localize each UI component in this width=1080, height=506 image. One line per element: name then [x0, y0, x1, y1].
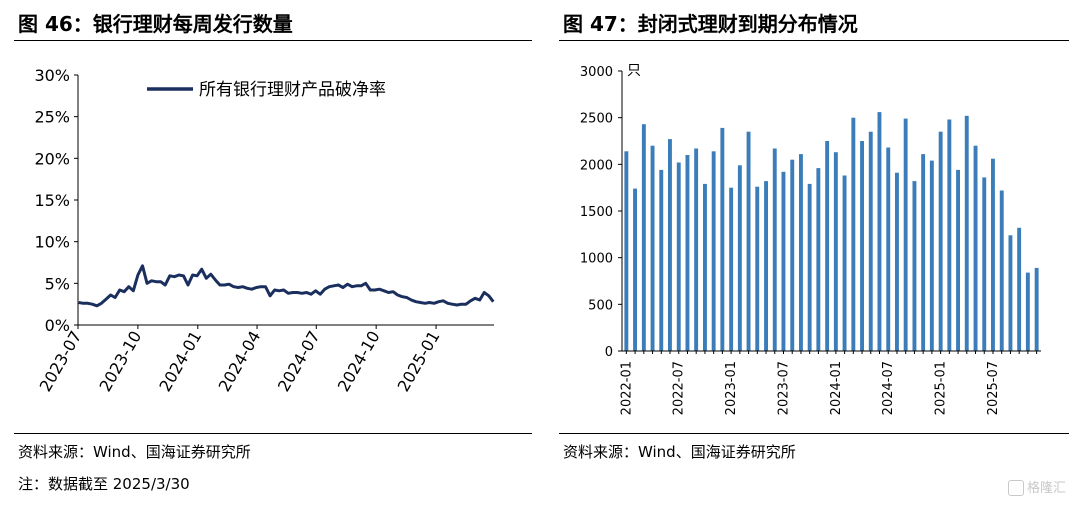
right-source: 资料来源：Wind、国海证券研究所: [563, 443, 796, 461]
right-x-tick-label: 2025-07: [986, 361, 1001, 415]
bar-2024-03: [851, 117, 856, 351]
right-x-tick-label: 2023-07: [776, 361, 791, 415]
bar-2022-12: [720, 127, 725, 352]
bar-2022-04: [650, 145, 655, 351]
left-note: 注：数据截至 2025/3/30: [18, 475, 190, 493]
series-line-net-break-rate: [78, 264, 495, 308]
bar-2024-01: [833, 152, 838, 351]
right-y-tick-label: 1000: [580, 252, 613, 267]
right-bar-chart: 0 500 1000 1500 2000 2500 3000 只 2022-01 2022-07 2…: [580, 63, 1041, 415]
bar-2022-03: [641, 124, 646, 351]
right-y-unit-label: 只: [627, 63, 641, 79]
bar-2024-04: [860, 141, 864, 351]
bar-2023-12: [825, 141, 830, 351]
left-source: 资料来源：Wind、国海证券研究所: [18, 443, 251, 461]
right-footer-rule: [559, 433, 1069, 434]
left-x-tick-label: 2024-01: [155, 328, 205, 395]
right-y-tick-label: 2500: [580, 112, 613, 127]
right-y-tick-label: 0: [605, 345, 613, 360]
bar-2023-04: [755, 186, 760, 351]
right-x-tick-label: 2022-07: [672, 361, 687, 415]
left-y-tick-label: 0%: [45, 316, 70, 335]
left-y-tick-label: 10%: [34, 233, 70, 252]
right-x-tick-label: 2024-07: [881, 361, 896, 415]
bar-2025-07: [991, 158, 995, 351]
bar-2024-08: [895, 172, 899, 351]
bar-2024-09: [903, 118, 908, 351]
bar-2024-07: [886, 147, 891, 351]
bar-2022-11: [711, 151, 716, 351]
bar-2023-03: [746, 131, 751, 351]
bar-2024-10: [912, 181, 917, 351]
bar-2025-02: [947, 119, 952, 351]
left-figure-title: 图 46：银行理财每周发行数量: [18, 12, 293, 36]
bar-2022-10: [703, 183, 707, 351]
left-x-tick-label: 2025-01: [394, 328, 444, 395]
bar-2022-07: [676, 162, 681, 351]
right-x-tick-label: 2025-01: [934, 361, 949, 415]
bar-2025-09: [1008, 235, 1013, 351]
right-figure-title: 图 47：封闭式理财到期分布情况: [563, 12, 858, 36]
right-header-rule: [559, 40, 1069, 41]
watermark: 格隆汇: [1007, 477, 1066, 496]
bar-2024-02: [842, 175, 847, 351]
bar-2023-05: [764, 181, 768, 351]
left-footer-rule: [14, 433, 532, 434]
left-y-tick-label: 15%: [34, 191, 70, 210]
watermark-logo-icon: [1007, 480, 1024, 496]
left-line-chart: 0% 5% 10% 15% 20% 25% 30% 2023-07 2023-10 2024-01…: [34, 66, 495, 395]
bar-2025-03: [956, 169, 960, 351]
bar-2022-08: [685, 155, 690, 351]
left-y-tick-label: 25%: [34, 108, 70, 127]
bar-2022-09: [694, 148, 699, 351]
bar-2023-10: [807, 183, 812, 351]
bar-2025-12: [1034, 267, 1039, 351]
bar-2023-08: [790, 159, 795, 351]
bar-2023-11: [816, 168, 821, 351]
left-header-rule: [14, 40, 532, 41]
bar-2022-05: [659, 169, 664, 351]
right-y-tick-label: 500: [588, 298, 613, 313]
right-x-tick-label: 2022-01: [619, 361, 634, 415]
left-x-tick-label: 2024-04: [215, 328, 265, 395]
bar-2022-01: [624, 151, 629, 351]
bar-2023-07: [781, 171, 786, 351]
left-y-tick-label: 20%: [34, 149, 70, 168]
bar-2023-02: [737, 165, 742, 351]
bar-2022-06: [668, 139, 672, 351]
bar-2025-10: [1017, 227, 1022, 351]
legend-label: 所有银行理财产品破净率: [199, 80, 386, 100]
bar-2024-06: [877, 112, 882, 351]
bar-2025-08: [999, 190, 1004, 351]
bar-2023-01: [729, 187, 734, 351]
right-y-tick-label: 3000: [580, 65, 613, 80]
bar-2025-05: [973, 145, 978, 351]
right-y-tick-label: 1500: [580, 205, 613, 220]
left-x-tick-label: 2024-07: [274, 328, 324, 395]
bar-2024-12: [929, 160, 934, 351]
bar-2022-02: [633, 188, 637, 351]
left-x-tick-label: 2023-10: [95, 328, 145, 395]
bar-2023-06: [772, 148, 777, 351]
watermark-text: 格隆汇: [1026, 480, 1066, 496]
right-x-tick-label: 2024-01: [829, 361, 844, 415]
bar-2025-01: [938, 131, 943, 351]
left-x-tick-label: 2023-07: [36, 328, 86, 395]
right-x-tick-label: 2023-01: [724, 361, 739, 415]
bar-2023-09: [799, 154, 803, 351]
bar-2025-04: [964, 115, 969, 351]
bar-2025-11: [1025, 272, 1030, 351]
left-y-tick-label: 5%: [45, 274, 70, 293]
bar-2024-05: [868, 131, 873, 351]
right-y-tick-label: 2000: [580, 158, 613, 173]
left-x-tick-label: 2024-10: [334, 328, 384, 395]
bar-2024-11: [921, 154, 926, 351]
bar-2025-06: [982, 177, 987, 351]
left-y-tick-label: 30%: [34, 66, 70, 85]
